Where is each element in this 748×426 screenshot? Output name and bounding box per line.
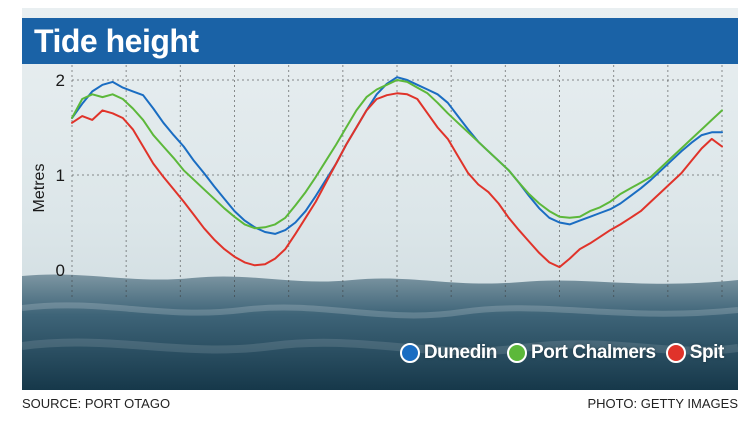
legend-label-port-chalmers: Port Chalmers: [531, 342, 656, 363]
y-tick-labels: 2 1 0: [56, 71, 65, 280]
photo-credit: PHOTO: GETTY IMAGES: [587, 396, 739, 411]
sea-background: [22, 274, 738, 390]
title-bar: Tide height: [22, 18, 738, 64]
legend-swatch-port-chalmers: [507, 343, 528, 363]
chart-title: Tide height: [34, 23, 199, 59]
y-tick-label: 2: [56, 71, 65, 90]
y-tick-label: 0: [56, 261, 65, 280]
legend-item-spit: Spit: [665, 342, 725, 364]
chart-frame: 2 1 0 Metres Tide height Dunedin Port Chal…: [22, 8, 738, 390]
footer: SOURCE: PORT OTAGO PHOTO: GETTY IMAGES: [22, 392, 738, 416]
series-line-spit: [71, 92, 723, 269]
wave-highlight-2: [22, 338, 738, 356]
legend-swatch-dunedin: [399, 343, 420, 363]
source-credit: SOURCE: PORT OTAGO: [22, 396, 171, 411]
legend-label-spit: Spit: [689, 342, 725, 363]
y-axis-label: Metres: [31, 164, 48, 213]
legend-swatch-spit: [665, 343, 686, 363]
legend-item-port-chalmers: Port Chalmers: [507, 342, 656, 364]
wave-highlight-1: [22, 302, 738, 319]
chart-series: [71, 76, 723, 269]
chart-plot: 2 1 0 Metres: [22, 8, 738, 390]
series-line-port-chalmers: [71, 79, 723, 230]
legend: Dunedin Port Chalmers Spit: [399, 341, 725, 365]
legend-label-dunedin: Dunedin: [423, 342, 498, 363]
y-tick-label: 1: [56, 166, 65, 185]
series-line-dunedin: [71, 76, 723, 235]
legend-item-dunedin: Dunedin: [399, 342, 498, 364]
